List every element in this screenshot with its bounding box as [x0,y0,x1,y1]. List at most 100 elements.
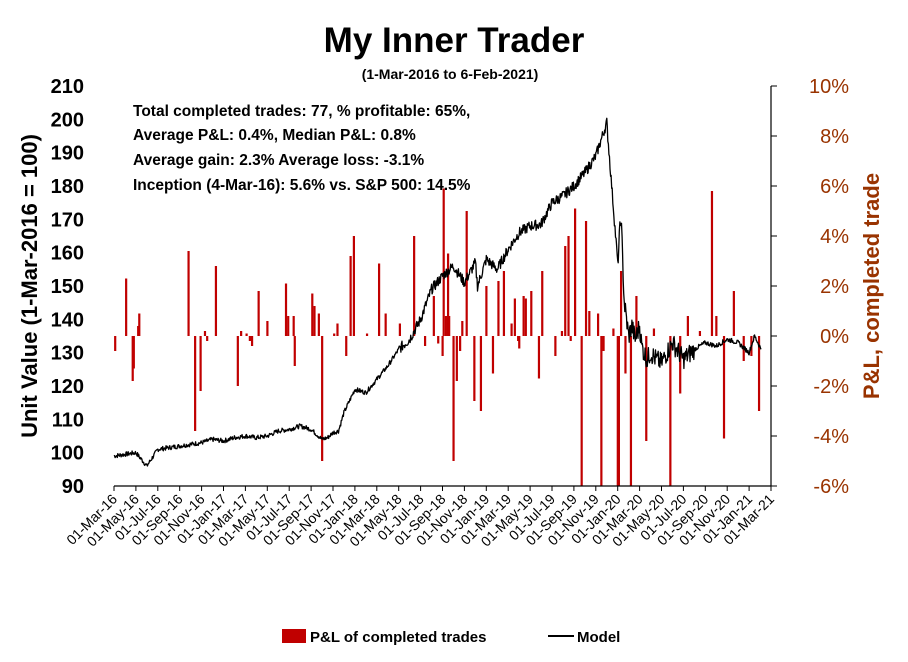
pnl-bar [710,191,714,336]
right-axis-label: P&L, completed trade [859,173,884,399]
left-axis-tick-label: 200 [51,109,84,131]
pnl-bar [452,336,455,461]
pnl-bar [698,331,702,336]
pnl-bar [541,271,544,336]
pnl-bar [284,283,288,336]
right-axis-tick-label: -2% [813,376,849,398]
pnl-bar [513,298,516,336]
pnl-bar [669,336,672,486]
pnl-bar [245,333,248,336]
pnl-bar [437,336,440,344]
pnl-bar [757,336,761,411]
pnl-bar [497,281,500,336]
pnl-bar [635,296,638,336]
pnl-bar [349,256,352,336]
pnl-bar [624,336,627,374]
pnl-bar [248,336,251,341]
left-axis-tick-label: 170 [51,209,84,231]
pnl-bar [584,221,588,336]
pnl-bar [459,336,462,351]
pnl-bar [257,291,260,336]
pnl-bar [317,313,320,336]
pnl-bar [125,278,128,336]
model-line [113,117,762,467]
left-axis-tick-label: 180 [51,176,84,198]
model-line-path [113,117,762,467]
left-axis-tick-label: 140 [51,309,84,331]
pnl-bar [313,306,316,336]
chart-subtitle: (1-Mar-2016 to 6-Feb-2021) [362,66,539,82]
pnl-bar [510,323,513,336]
pnl-bar [715,316,718,336]
pnl-bar [596,313,600,336]
pnl-bar [602,336,605,351]
left-axis-tick-label: 130 [51,343,84,365]
left-axis-tick-label: 90 [62,476,84,498]
pnl-bar [573,208,577,336]
left-axis-tick-label: 160 [51,243,84,265]
pnl-bar [345,336,348,356]
legend-bar-swatch [282,629,306,643]
pnl-bar [432,296,435,336]
pnl-bar [567,236,570,336]
pnl-bar [377,263,381,336]
annotation-block: Total completed trades: 77, % profitable… [133,103,471,194]
pnl-bar [629,336,633,486]
pnl-bar [722,336,726,439]
pnl-bar [600,336,603,486]
pnl-bar [485,286,488,336]
right-axis-ticks: -6% -4% -2% 0% 2% 4% 6% 8% 10% [771,76,849,498]
pnl-bar [617,336,620,486]
pnl-bar [444,316,447,336]
annotation-average-gain-loss: Average gain: 2.3% Average loss: -3.1% [133,152,424,169]
left-axis-label: Unit Value (1-Mar-2016 = 100) [17,134,42,438]
pnl-bar [311,293,314,336]
pnl-bar [588,311,591,336]
pnl-bar [441,336,444,356]
pnl-bar [114,336,117,351]
pnl-bar [321,336,324,461]
pnl-bar [491,336,495,374]
pnl-bar [569,336,572,341]
right-axis-tick-label: 8% [820,126,849,148]
pnl-bar [522,296,525,336]
pnl-bar [132,336,135,369]
pnl-bar [187,251,190,336]
annotation-inception: Inception (4-Mar-16): 5.6% vs. S&P 500: … [133,177,471,194]
pnl-bar [206,336,209,341]
left-axis-ticks: 90 100 110 120 130 140 150 160 170 180 190 200 210 [51,76,84,498]
pnl-bar [365,333,369,336]
annotation-average-pnl: Average P&L: 0.4%, Median P&L: 0.8% [133,127,416,144]
pnl-bar [413,236,416,336]
pnl-bar [214,266,218,336]
pnl-bar [679,336,682,394]
pnl-bar [645,336,648,441]
pnl-bar [442,188,445,336]
pnl-bar [448,316,451,336]
pnl-bar [518,336,521,349]
left-axis-tick-label: 100 [51,443,84,465]
pnl-bar [446,253,450,336]
pnl-bar [619,271,623,336]
pnl-bar [473,336,476,401]
pnl-bar [423,336,427,346]
pnl-bar [612,328,615,336]
pnl-bar [398,323,401,336]
pnl-bar [287,316,290,336]
right-axis-tick-label: -4% [813,426,849,448]
pnl-bar [652,328,656,336]
right-axis-tick-label: -6% [813,476,849,498]
pnl-bar [560,331,564,336]
pnl-bar [250,336,254,346]
pnl-bar [502,271,506,336]
legend: P&L of completed trades Model [282,629,620,646]
pnl-bar [537,336,541,379]
right-axis-tick-label: 4% [820,226,849,248]
pnl-bar [333,333,336,336]
pnl-bar [461,321,464,336]
left-axis-tick-label: 150 [51,276,84,298]
right-axis-tick-label: 10% [809,76,849,98]
left-axis-tick-label: 120 [51,376,84,398]
